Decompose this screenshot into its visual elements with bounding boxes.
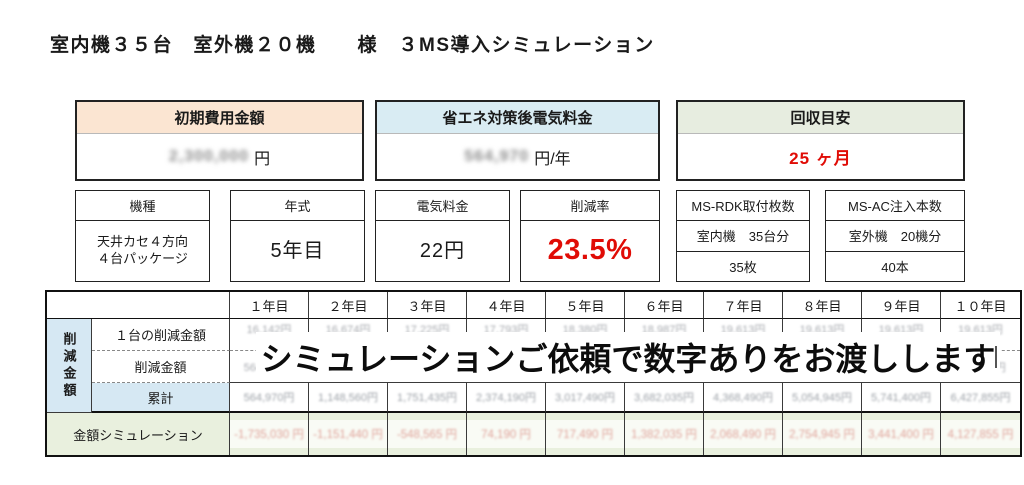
table-cell: 2,374,190円 bbox=[467, 383, 546, 413]
savings-group-label: 削減金額 bbox=[61, 331, 77, 400]
initial-cost-body: 2,300,000 円 bbox=[77, 134, 362, 179]
year-col-header: ５年目 bbox=[546, 292, 625, 319]
sim-cell: 717,490 円 bbox=[546, 413, 625, 455]
post-saving-cost-header: 省エネ対策後電気料金 bbox=[377, 102, 658, 134]
payback-body: 25 ヶ月 bbox=[678, 134, 963, 179]
page-title: 室内機３５台 室外機２０機 様 ３MS導入シミュレーション bbox=[50, 35, 655, 56]
payback-card: 回収目安 25 ヶ月 bbox=[676, 100, 965, 181]
sim-cell: 74,190 円 bbox=[467, 413, 546, 455]
year-col-header: ８年目 bbox=[783, 292, 862, 319]
model-box: 機種 天井カセ４方向 ４台パッケージ bbox=[75, 190, 210, 282]
msac-count: 40本 bbox=[881, 259, 909, 275]
table-cell: 6,427,855円 bbox=[941, 383, 1020, 413]
sim-row-label: 金額シミュレーション bbox=[47, 413, 230, 455]
table-cell: 564,970円 bbox=[230, 383, 309, 413]
sim-cell: 4,127,855 円 bbox=[941, 413, 1020, 455]
payback-header: 回収目安 bbox=[678, 102, 963, 134]
year-col-header: ４年目 bbox=[467, 292, 546, 319]
msrdk-units: 室内機 35台分 bbox=[677, 221, 809, 252]
post-saving-cost-value-blurred: 564,970 bbox=[464, 147, 530, 165]
year-header: 年式 bbox=[231, 191, 364, 221]
overlay-message: シミュレーションご依頼で数字ありをお渡しします bbox=[260, 341, 996, 377]
msrdk-header: MS-RDK取付枚数 bbox=[677, 191, 809, 221]
post-saving-cost-body: 564,970 円/年 bbox=[377, 134, 658, 179]
msrdk-count: 35枚 bbox=[729, 259, 757, 275]
msac-units: 室外機 20機分 bbox=[826, 221, 964, 252]
initial-cost-header: 初期費用金額 bbox=[77, 102, 362, 134]
payback-value: 25 ヶ月 bbox=[789, 149, 852, 168]
sim-cell: -1,735,030 円 bbox=[230, 413, 309, 455]
table-cell: 3,682,035円 bbox=[625, 383, 704, 413]
year-value: 5年目 bbox=[270, 240, 325, 262]
electric-rate-value: 22円 bbox=[419, 240, 466, 262]
table-cell: 3,017,490円 bbox=[546, 383, 625, 413]
table-cell: 5,741,400円 bbox=[862, 383, 941, 413]
msrdk-box: MS-RDK取付枚数 室内機 35台分 35枚 bbox=[676, 190, 810, 282]
year-col-header: １年目 bbox=[230, 292, 309, 319]
sim-cell: -548,565 円 bbox=[388, 413, 467, 455]
table-corner-cell bbox=[47, 292, 230, 319]
initial-cost-unit: 円 bbox=[254, 150, 271, 168]
electric-rate-box: 電気料金 22円 bbox=[375, 190, 510, 282]
year-col-header: ３年目 bbox=[388, 292, 467, 319]
initial-cost-card: 初期費用金額 2,300,000 円 bbox=[75, 100, 364, 181]
model-line1: 天井カセ４方向 bbox=[96, 234, 188, 250]
year-box: 年式 5年目 bbox=[230, 190, 365, 282]
text-cursor-artifact bbox=[995, 346, 997, 368]
row-label-per-unit: １台の削減金額 bbox=[92, 319, 230, 351]
sim-cell: -1,151,440 円 bbox=[309, 413, 388, 455]
post-saving-cost-unit: 円/年 bbox=[534, 150, 571, 168]
model-line2: ４台パッケージ bbox=[97, 251, 188, 266]
year-col-header: １０年目 bbox=[941, 292, 1020, 319]
sim-cell: 2,754,945 円 bbox=[783, 413, 862, 455]
msac-header: MS-AC注入本数 bbox=[826, 191, 964, 221]
row-label-total-savings: 削減金額 bbox=[92, 351, 230, 383]
msac-box: MS-AC注入本数 室外機 20機分 40本 bbox=[825, 190, 965, 282]
savings-group-label-cell: 削減金額 bbox=[47, 319, 92, 413]
year-col-header: ２年目 bbox=[309, 292, 388, 319]
table-cell: 1,751,435円 bbox=[388, 383, 467, 413]
table-cell: 5,054,945円 bbox=[783, 383, 862, 413]
table-cell: 4,368,490円 bbox=[704, 383, 783, 413]
initial-cost-value-blurred: 2,300,000 bbox=[168, 147, 250, 165]
year-col-header: ７年目 bbox=[704, 292, 783, 319]
reduction-rate-value: 23.5% bbox=[547, 234, 633, 267]
year-col-header: ９年目 bbox=[862, 292, 941, 319]
sim-cell: 1,382,035 円 bbox=[625, 413, 704, 455]
model-body: 天井カセ４方向 ４台パッケージ bbox=[76, 221, 209, 281]
overlay-banner: シミュレーションご依頼で数字ありをお渡しします bbox=[256, 332, 1000, 382]
reduction-rate-header: 削減率 bbox=[521, 191, 659, 221]
sim-cell: 2,068,490 円 bbox=[704, 413, 783, 455]
table-cell: 1,148,560円 bbox=[309, 383, 388, 413]
model-header: 機種 bbox=[76, 191, 209, 221]
sim-cell: 3,441,400 円 bbox=[862, 413, 941, 455]
post-saving-cost-card: 省エネ対策後電気料金 564,970 円/年 bbox=[375, 100, 660, 181]
electric-rate-header: 電気料金 bbox=[376, 191, 509, 221]
year-col-header: ６年目 bbox=[625, 292, 704, 319]
row-label-cumulative: 累計 bbox=[92, 383, 230, 413]
reduction-rate-box: 削減率 23.5% bbox=[520, 190, 660, 282]
